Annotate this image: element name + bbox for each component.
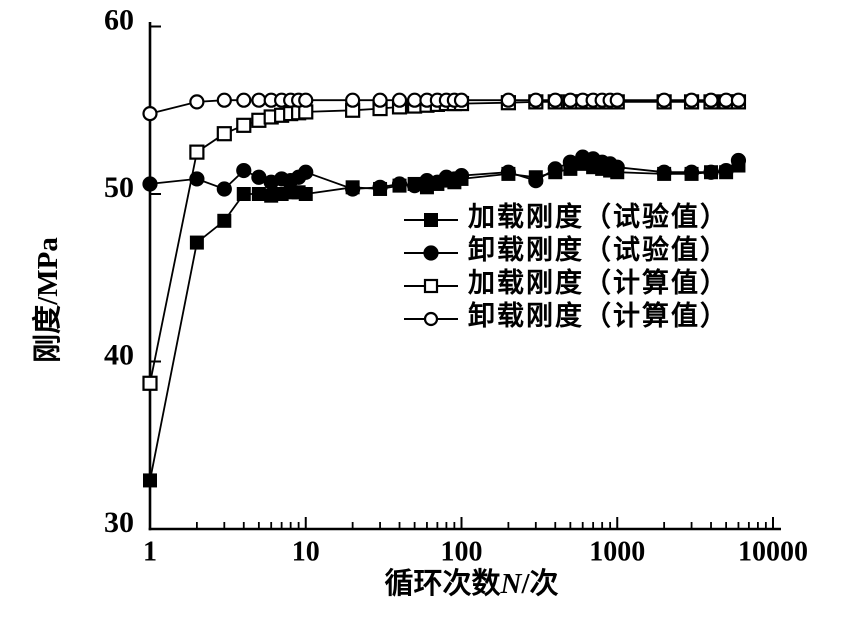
legend-label: 卸载刚度（试验值） [468,234,729,265]
data-point-marker [189,171,205,187]
y-tick-label: 40 [104,338,134,371]
data-point-marker [407,92,423,108]
data-point-marker [298,187,313,201]
x-axis-title: 循环次数N/次 [384,567,558,600]
data-point-marker [142,176,158,192]
data-point-marker [547,161,563,177]
data-point-marker [189,235,204,250]
x-tick-label: 10000 [738,536,808,567]
data-point-marker [236,187,251,201]
data-point-marker [528,173,544,189]
y-tick-label: 60 [104,3,134,36]
data-point-marker [189,144,205,160]
data-point-marker [683,164,700,180]
legend-item-loading-calc: 加载刚度（计算值） [404,267,729,298]
data-point-marker [500,92,516,108]
x-tick-label: 100 [441,536,483,567]
data-point-marker [656,92,672,108]
data-point-marker [216,126,232,142]
data-point-marker [683,92,700,108]
data-point-marker [391,92,408,108]
legend-item-unloading-calc: 卸载刚度（计算值） [404,300,729,331]
data-point-marker [236,117,252,133]
data-point-marker [216,92,232,108]
legend-label: 卸载刚度（计算值） [468,300,729,331]
data-point-marker [236,162,252,179]
data-point-marker [372,92,388,108]
data-point-marker [609,159,625,175]
data-point-marker [298,164,314,180]
data-point-marker [345,181,361,197]
data-point-marker [730,92,747,108]
legend-item-loading-test: 加载刚度（试验值） [404,201,729,232]
series-unloading-test [142,149,747,197]
data-point-marker [298,92,314,108]
legend-label: 加载刚度（计算值） [468,267,729,298]
x-tick-label: 1 [143,536,157,567]
x-axis-ticks: 1 10 100 1000 10000 [143,517,808,567]
data-point-marker [142,105,158,122]
data-point-marker [718,92,734,108]
data-point-marker [423,278,439,294]
series-unloading-calc [142,92,747,122]
data-point-marker [236,92,252,108]
data-point-marker [217,213,232,228]
data-point-marker [251,187,266,201]
legend-label: 加载刚度（试验值） [468,201,729,232]
x-tick-label: 10 [292,536,320,567]
data-point-marker [345,92,361,108]
data-point-marker [547,92,563,108]
data-point-marker [453,92,470,108]
data-point-marker [423,311,439,327]
legend-item-unloading-test: 卸载刚度（试验值） [404,234,729,265]
data-point-marker [142,375,158,391]
x-tick-label: 1000 [589,536,645,567]
data-point-marker [372,179,388,195]
data-point-marker [656,164,672,180]
data-point-marker [500,164,516,180]
data-point-marker [703,164,719,180]
y-axis-ticks: 30 40 50 60 [104,3,161,539]
data-point-marker [730,152,747,169]
y-tick-label: 50 [104,171,134,204]
data-point-marker [424,213,438,227]
data-point-marker [453,167,470,184]
data-point-marker [251,92,267,108]
data-point-marker [216,181,232,197]
data-point-marker [703,92,719,108]
data-point-marker [391,176,408,192]
data-point-marker [251,112,267,128]
data-point-marker [143,473,157,488]
y-axis-title: 刚度/MPa [31,237,64,363]
data-point-marker [528,92,544,108]
data-point-marker [189,94,205,110]
y-tick-label: 30 [104,506,134,539]
legend: 加载刚度（试验值）卸载刚度（试验值）加载刚度（计算值）卸载刚度（计算值） [404,201,729,331]
data-point-marker [423,245,439,261]
data-point-marker [609,92,625,108]
data-point-marker [562,92,578,108]
data-point-marker [718,162,734,179]
